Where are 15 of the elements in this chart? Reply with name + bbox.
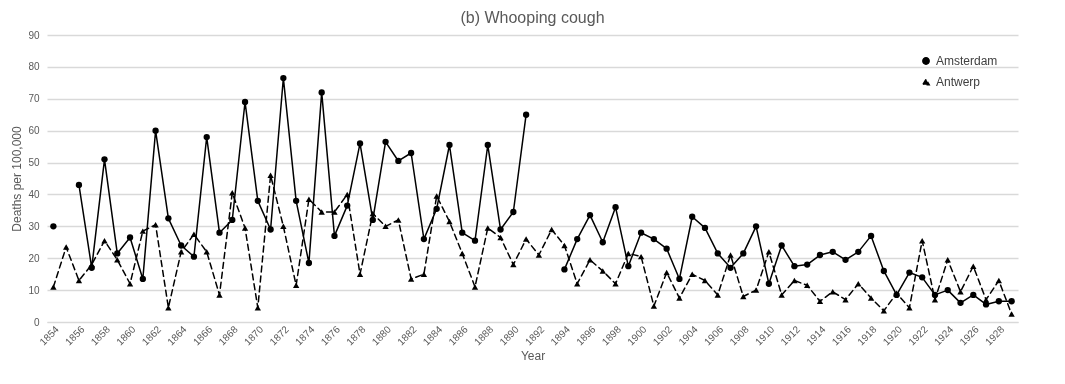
y-tick-label: 80: [28, 61, 40, 73]
legend-label: Amsterdam: [936, 54, 998, 68]
y-tick-label: 60: [28, 125, 40, 137]
y-tick-label: 10: [28, 284, 40, 296]
x-axis-title: Year: [520, 349, 546, 364]
y-tick-label: 70: [28, 93, 40, 105]
chart-title: (b) Whooping cough: [460, 9, 605, 26]
y-axis-title: Deaths per 100,000: [10, 125, 25, 232]
y-tick-label: 20: [28, 252, 40, 264]
y-tick-label: 30: [28, 220, 40, 232]
y-tick-label: 0: [33, 316, 40, 328]
y-tick-label: 50: [28, 157, 40, 169]
y-tick-label: 90: [28, 29, 40, 41]
y-tick-label: 40: [28, 188, 40, 200]
legend-label: Antwerp: [936, 75, 981, 89]
